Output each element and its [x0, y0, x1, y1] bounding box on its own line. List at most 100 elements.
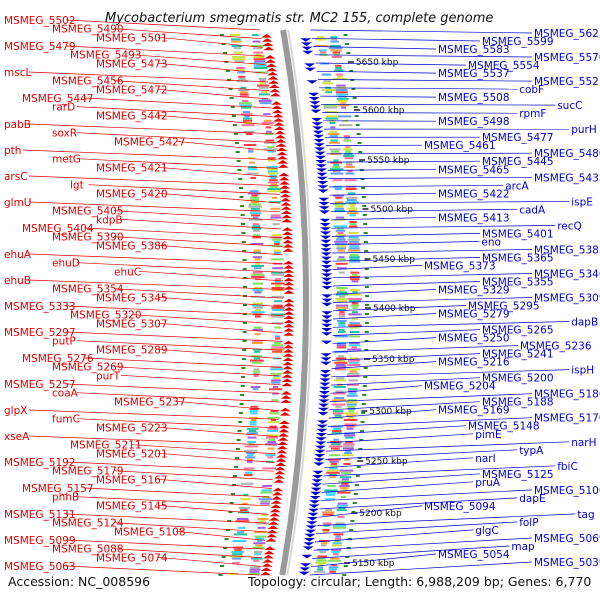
gene-label-left: MSMEG_5473: [96, 58, 168, 70]
feature-block: [322, 529, 330, 531]
feature-block: [330, 564, 338, 567]
feature-block: [346, 427, 354, 430]
gene-label-left: glmU: [4, 197, 32, 209]
scale-tick: [361, 410, 368, 412]
gene-label-right: MSMEG_5365: [482, 252, 554, 264]
feature-block: [331, 548, 342, 551]
tick-mark: [345, 556, 350, 558]
leader-line-right: [328, 417, 533, 427]
tick-mark: [223, 547, 228, 549]
reverse-gene-arrow: [312, 130, 324, 135]
feature-block: [273, 386, 279, 388]
gene-label-right: MSMEG_5169: [438, 405, 510, 417]
reverse-gene-arrow: [314, 449, 326, 454]
feature-block: [347, 207, 358, 210]
feature-block: [249, 568, 261, 571]
leader-line-left: [113, 236, 283, 247]
leader-line-left: [65, 513, 268, 524]
tick-mark: [354, 484, 359, 486]
feature-block: [332, 553, 339, 556]
leader-line-right: [320, 489, 533, 502]
feature-block: [348, 300, 362, 303]
feature-block: [235, 520, 250, 523]
feature-block: [266, 436, 279, 439]
feature-block: [251, 557, 263, 560]
feature-block: [250, 199, 260, 201]
feature-block: [330, 36, 338, 39]
tick-mark: [219, 34, 224, 36]
feature-block: [325, 91, 332, 94]
feature-block: [336, 287, 348, 289]
leader-line-right: [332, 273, 533, 279]
feature-block: [318, 49, 327, 52]
tick-mark: [361, 412, 366, 414]
tick-mark: [229, 97, 234, 99]
reverse-gene-arrow: [319, 210, 331, 214]
feature-block: [343, 139, 351, 142]
leader-line-right: [332, 345, 519, 353]
feature-block: [348, 392, 357, 395]
feature-block: [348, 232, 359, 234]
feature-block: [264, 141, 277, 144]
gene-label-left: arsC: [4, 171, 28, 183]
forward-gene-arrow: [281, 218, 293, 223]
feature-block: [232, 553, 243, 556]
forward-gene-arrow: [268, 80, 280, 84]
tick-mark: [235, 151, 240, 153]
feature-block: [332, 427, 342, 430]
forward-gene-arrow: [271, 491, 283, 496]
forward-gene-arrow: [278, 428, 290, 433]
gene-label-left: MSMEG_5237: [114, 396, 186, 408]
feature-block: [272, 392, 279, 395]
gene-label-left: ehuD: [52, 258, 80, 270]
forward-gene-arrow: [282, 365, 294, 370]
scale-label: 5550 kbp: [367, 156, 410, 166]
forward-gene-arrow: [270, 504, 282, 508]
forward-gene-arrow: [276, 147, 288, 151]
gene-label-left: MSMEG_5167: [96, 474, 168, 486]
feature-block: [349, 245, 359, 248]
tick-mark: [361, 196, 366, 198]
feature-block: [335, 91, 348, 94]
forward-gene-arrow: [262, 42, 274, 46]
feature-block: [267, 157, 276, 160]
feature-block: [327, 485, 336, 487]
scale-label: 5200 kbp: [359, 509, 402, 519]
feature-block: [271, 273, 284, 276]
tick-mark: [350, 520, 355, 522]
feature-block: [349, 342, 360, 344]
scale-label: 5450 kbp: [373, 255, 416, 265]
forward-gene-arrow: [269, 88, 281, 93]
gene-label-right: sucC: [557, 100, 582, 112]
scale-label: 5650 kbp: [356, 58, 399, 68]
leader-line-right: [321, 103, 556, 106]
feature-block: [268, 181, 279, 184]
feature-block: [348, 298, 362, 300]
feature-block: [267, 427, 279, 430]
feature-block: [335, 522, 345, 525]
forward-gene-arrow: [282, 248, 294, 252]
forward-gene-arrow: [283, 328, 295, 332]
gene-label-right: dapB: [571, 317, 598, 329]
leader-line-right: [325, 449, 518, 460]
leader-line-right: [332, 313, 437, 320]
feature-block: [347, 238, 361, 241]
leader-line-left: [65, 305, 283, 316]
feature-block: [333, 163, 340, 166]
reverse-gene-arrow: [318, 206, 330, 210]
reverse-gene-arrow: [306, 517, 318, 521]
tick-mark: [242, 349, 247, 351]
feature-block: [272, 196, 278, 199]
forward-gene-arrow: [261, 563, 273, 567]
feature-block: [332, 179, 343, 182]
feature-block: [346, 394, 358, 397]
feature-block: [270, 368, 283, 371]
feature-block: [254, 60, 266, 63]
feature-block: [263, 119, 272, 122]
feature-block: [260, 491, 273, 494]
feature-block: [269, 179, 278, 182]
feature-block: [335, 67, 342, 69]
leader-line-left: [65, 45, 265, 57]
feature-block: [328, 445, 343, 448]
leader-line-right: [312, 545, 510, 559]
